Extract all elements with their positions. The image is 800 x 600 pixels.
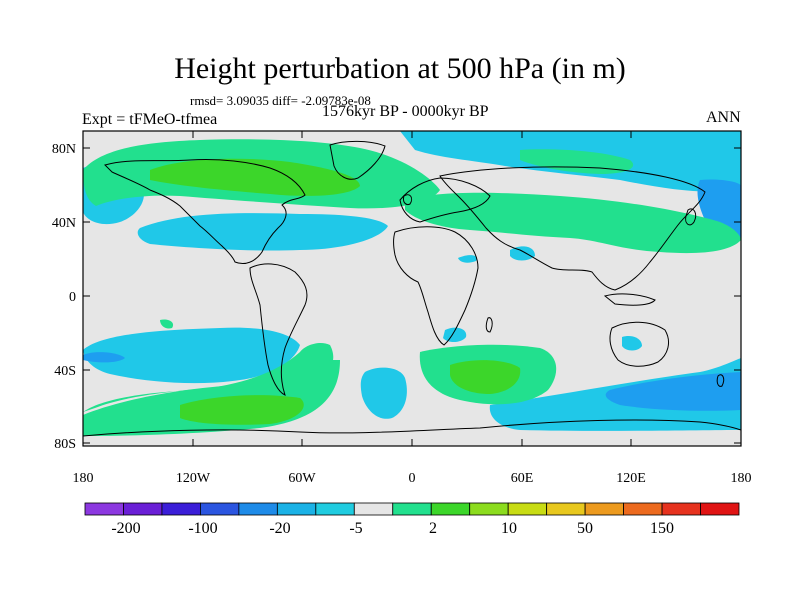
colorbar-box: [123, 502, 163, 516]
colorbar-box: [546, 502, 586, 516]
colorbar-box: [584, 502, 624, 516]
neg-region-south-atlantic: [360, 367, 407, 419]
lon-label-180-east: 180: [731, 471, 752, 486]
pos-region-canada: [150, 158, 360, 196]
greenland-coast: [329, 140, 386, 180]
lat-label-40n: 40N: [52, 216, 76, 231]
japan-coast: [685, 208, 697, 226]
neg-region-arabia: [510, 246, 535, 261]
lon-label-120w: 120W: [176, 471, 211, 486]
colorbar-box: [700, 502, 740, 516]
lat-label-80n: 80N: [52, 142, 76, 157]
lon-label-0: 0: [409, 471, 416, 486]
colorbar-box: [353, 502, 394, 516]
neg-region-australia: [622, 336, 642, 351]
pos-region-south-pac-core: [180, 395, 304, 425]
latitude-axis: 80N 40N 0 40S 80S: [52, 142, 741, 452]
pos-region-siberia: [520, 149, 634, 174]
colorbar-label-neg5: -5: [349, 520, 362, 537]
lat-label-40s: 40S: [54, 364, 76, 379]
madagascar-coast: [485, 317, 493, 333]
colorbar: [84, 502, 740, 516]
colorbar-box: [392, 502, 432, 516]
colorbar-box: [276, 502, 317, 516]
period-label: 1576kyr BP - 0000kyr BP: [322, 103, 489, 120]
pos-region-eurasia: [405, 192, 741, 254]
neg-region-southpac-core: [83, 352, 125, 363]
stats-line: rmsd= 3.09035 diff= -2.09783e-08: [190, 93, 371, 108]
neg-region-southpac-west: [83, 327, 300, 384]
europe-coast: [399, 177, 491, 223]
colorbar-label-10: 10: [501, 520, 517, 537]
colorbar-box: [507, 502, 548, 516]
colorbar-box: [161, 502, 201, 516]
experiment-label: Expt = tFMeO-tfmea: [82, 111, 218, 128]
colorbar-label-neg100: -100: [188, 520, 217, 537]
colorbar-box: [469, 502, 509, 516]
north-america-coast: [104, 158, 306, 265]
colorbar-label-neg20: -20: [269, 520, 290, 537]
lat-label-80s: 80S: [54, 437, 76, 452]
neg-region-nafrica: [458, 255, 477, 263]
colorbar-labels: -200 -100 -20 -5 2 10 50 150: [111, 520, 674, 537]
colorbar-box: [84, 502, 124, 516]
uk-coast: [403, 194, 413, 205]
africa-coast: [393, 226, 479, 346]
colorbar-label-150: 150: [650, 520, 674, 537]
longitude-axis: 180 120W 60W 0 60E 120E 180: [73, 131, 752, 486]
australia-coast: [609, 321, 669, 367]
neg-region-south-africa: [443, 327, 467, 343]
colorbar-box: [430, 502, 471, 516]
pos-region-southern-pac: [83, 342, 334, 412]
colorbar-box: [200, 502, 240, 516]
colorbar-box: [661, 502, 701, 516]
lon-label-180-west: 180: [73, 471, 94, 486]
lat-label-0: 0: [69, 290, 76, 305]
coastlines: [83, 140, 741, 437]
asia-coast: [439, 166, 706, 291]
positive-anomaly-regions: [83, 139, 741, 436]
south-america-coast: [249, 263, 308, 396]
lon-label-60w: 60W: [288, 471, 316, 486]
season-label: ANN: [706, 109, 741, 126]
colorbar-box: [315, 502, 355, 516]
colorbar-box: [238, 502, 278, 516]
antarctica-coast: [83, 419, 741, 437]
pos-region-indonesia: [160, 319, 174, 329]
nz-coast: [716, 374, 725, 387]
colorbar-label-2: 2: [429, 520, 437, 537]
lon-label-120e: 120E: [616, 471, 646, 486]
colorbar-label-50: 50: [577, 520, 593, 537]
lon-label-60e: 60E: [511, 471, 534, 486]
pos-region-south-indian-core: [450, 360, 521, 394]
map-title: Height perturbation at 500 hPa (in m): [174, 52, 626, 85]
colorbar-box: [623, 502, 663, 516]
neg-region-south-east: [605, 372, 741, 411]
indonesia-coast: [603, 293, 656, 306]
colorbar-label-neg200: -200: [111, 520, 140, 537]
map-panel: [83, 131, 741, 446]
neg-region-natlantic: [137, 213, 388, 251]
